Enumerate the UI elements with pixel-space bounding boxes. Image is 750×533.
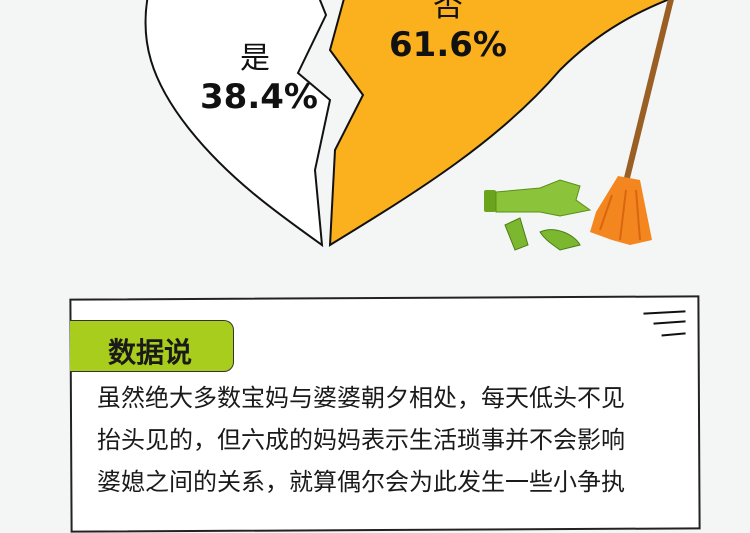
heart-half-no — [328, 0, 670, 247]
panel-title: 数据说 — [108, 336, 193, 369]
deco-lines-icon — [643, 310, 686, 337]
label-no: 否 61.6% — [388, 0, 508, 62]
broom-icon — [590, 0, 674, 245]
category-no: 否 — [433, 0, 463, 24]
broken-heart-chart — [144, 0, 674, 251]
bottle-shards — [484, 179, 592, 251]
panel-body: 虽然绝大多数宝妈与婆婆朝夕相处，每天低头不见 抬头见的，但六成的妈妈表示生活琐事… — [97, 377, 677, 503]
value-no: 61.6% — [389, 25, 507, 65]
category-yes: 是 — [240, 41, 270, 76]
body-line: 虽然绝大多数宝妈与婆婆朝夕相处，每天低头不见 — [97, 384, 625, 412]
data-panel — [69, 295, 701, 533]
body-line: 抬头见的，但六成的妈妈表示生活琐事并不会影响 — [97, 426, 625, 454]
heart-half-yes — [144, 0, 332, 248]
panel-title-tag: 数据说 — [70, 320, 234, 372]
body-line: 婆媳之间的关系，就算偶尔会为此发生一些小争执 — [97, 468, 625, 496]
value-yes: 38.4% — [200, 77, 318, 117]
label-yes: 是 38.4% — [200, 41, 318, 117]
